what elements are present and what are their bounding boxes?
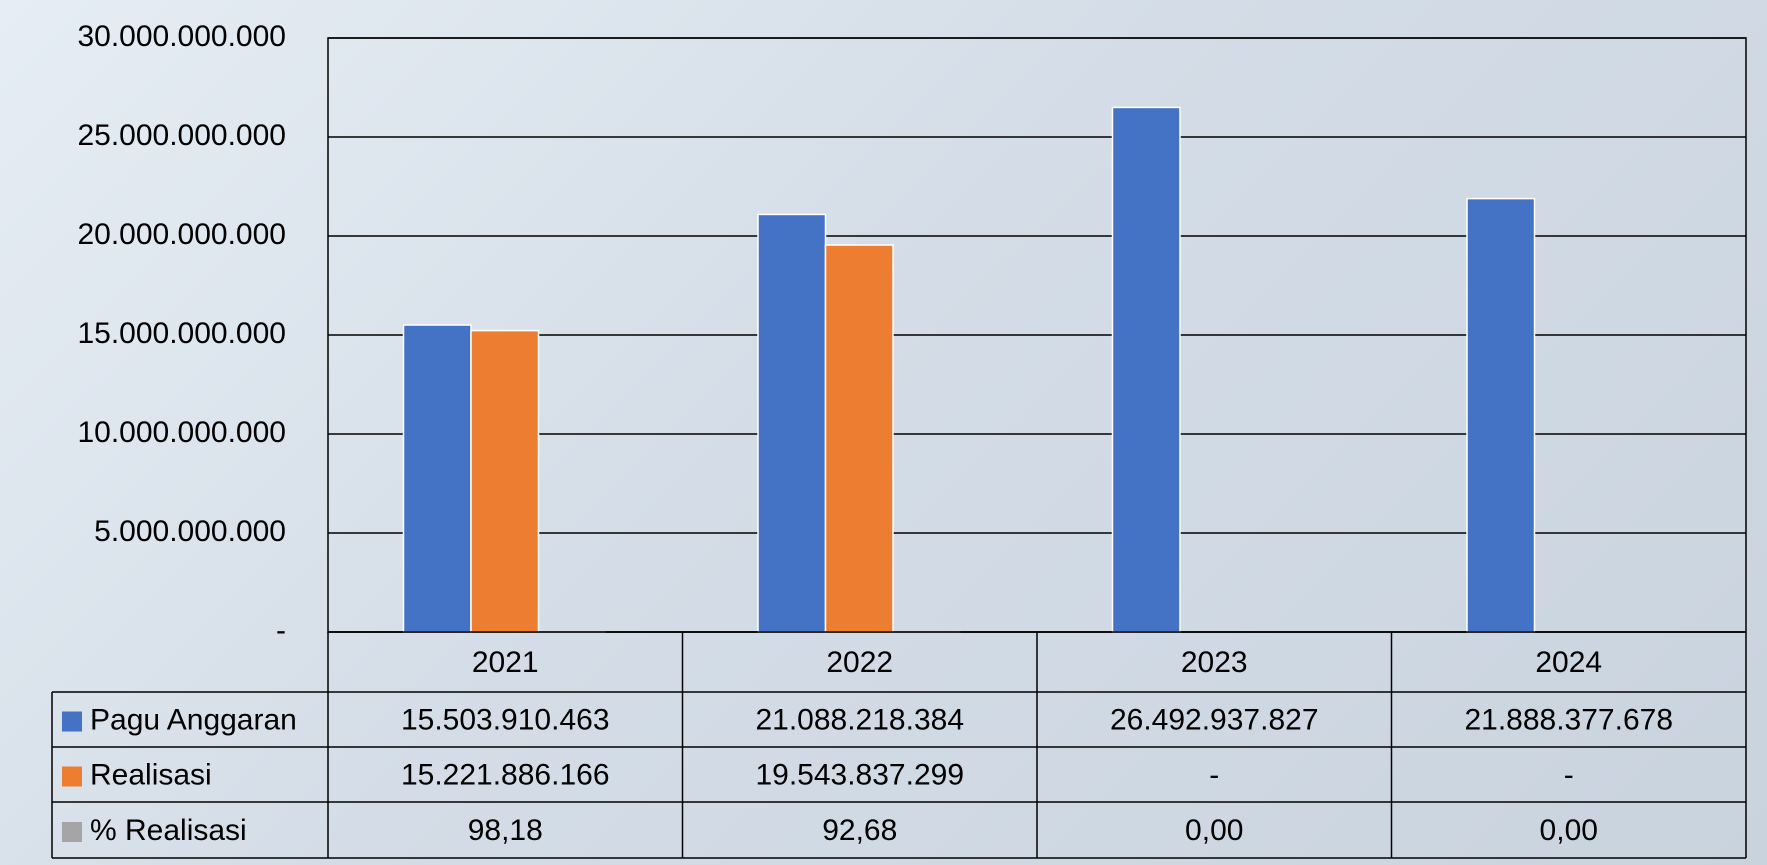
legend-swatch xyxy=(62,766,82,787)
legend-label: Realisasi xyxy=(90,758,212,791)
y-tick-label: 25.000.000.000 xyxy=(77,119,286,152)
bar xyxy=(824,244,894,633)
bar xyxy=(757,213,827,633)
y-tick-label: 10.000.000.000 xyxy=(77,416,286,449)
x-tick-label: 2023 xyxy=(1181,646,1248,679)
legend-swatch xyxy=(62,822,82,842)
y-tick-label: 20.000.000.000 xyxy=(77,218,286,251)
y-tick-label: 5.000.000.000 xyxy=(94,515,286,548)
bar xyxy=(470,329,540,633)
data-label: - xyxy=(1564,758,1574,791)
data-label: 15.221.886.166 xyxy=(401,758,610,791)
x-tick-label: 2022 xyxy=(826,646,893,679)
data-label: 0,00 xyxy=(1185,814,1243,847)
data-label: 21.088.218.384 xyxy=(755,703,964,736)
y-tick-label: 15.000.000.000 xyxy=(77,317,286,350)
data-label: 21.888.377.678 xyxy=(1464,703,1673,736)
data-label: - xyxy=(1209,758,1219,791)
legend-swatch xyxy=(62,711,82,732)
legend-label: Pagu Anggaran xyxy=(90,703,297,736)
data-label: 26.492.937.827 xyxy=(1110,703,1319,736)
data-label: 92,68 xyxy=(822,814,897,847)
legend-label: % Realisasi xyxy=(90,814,247,847)
bar xyxy=(1466,197,1536,633)
data-label: 0,00 xyxy=(1540,814,1598,847)
x-tick-label: 2021 xyxy=(472,646,539,679)
y-tick-label: 30.000.000.000 xyxy=(77,20,286,53)
bar xyxy=(402,324,472,633)
data-label: 98,18 xyxy=(468,814,543,847)
bar xyxy=(1111,106,1181,633)
x-tick-label: 2024 xyxy=(1535,646,1602,679)
data-label: 19.543.837.299 xyxy=(755,758,964,791)
data-label: 15.503.910.463 xyxy=(401,703,610,736)
y-tick-label: - xyxy=(276,614,286,647)
